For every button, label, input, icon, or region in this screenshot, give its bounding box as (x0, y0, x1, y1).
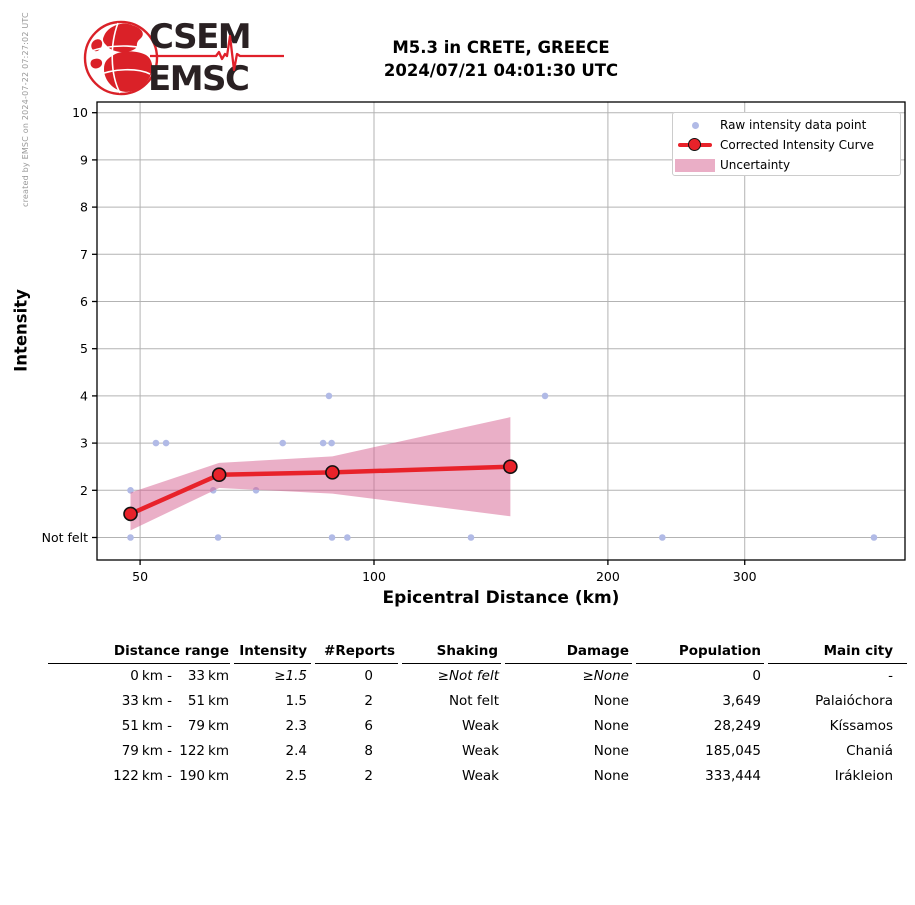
table-row-cell-reports: 0 (364, 668, 373, 684)
table-row-cell-population: 0 (752, 668, 761, 684)
table-row-cell-damage: ≥None (582, 668, 629, 684)
col-header-distance-range: Distance range (113, 643, 229, 659)
raw-point-icon (675, 121, 715, 129)
table-row-cell-intensity: 1.5 (285, 693, 307, 709)
raw-intensity-point (152, 439, 160, 447)
raw-intensity-point (214, 534, 222, 541)
raw-intensity-point (319, 439, 327, 447)
table-row-cell-city: Kíssamos (829, 718, 893, 734)
logo-text-csem: CSEM (149, 17, 250, 57)
table-row-cell-intensity: 2.4 (285, 743, 307, 759)
legend-item-uncertainty: Uncertainty (673, 155, 900, 175)
table-row-cell-intensity: 2.5 (285, 768, 307, 784)
globe-icon (83, 20, 159, 96)
raw-intensity-point (162, 439, 170, 447)
curve-marker (211, 467, 227, 483)
x-tick-label: 100 (362, 569, 386, 584)
raw-intensity-point (344, 534, 351, 541)
legend-item-curve: Corrected Intensity Curve (673, 135, 900, 155)
raw-intensity-point (325, 392, 333, 400)
y-tick-label: 6 (80, 294, 88, 309)
x-tick-label: 50 (132, 569, 148, 584)
raw-intensity-point (870, 534, 878, 541)
table-row-cell-city: Irákleion (834, 768, 893, 784)
y-tick-label: 8 (80, 200, 88, 215)
y-tick-label: 2 (80, 483, 88, 498)
raw-intensity-point (328, 534, 336, 541)
seismogram-trace-icon (150, 34, 284, 72)
table-row-cell-shaking: Weak (462, 718, 499, 734)
legend-item-raw: Raw intensity data point (673, 115, 900, 135)
table-row-cell-range: 33 km -51 km (121, 693, 229, 709)
raw-intensity-point (279, 439, 287, 447)
plot-border (96, 101, 906, 561)
page-title: M5.3 in CRETE, GREECE 2024/07/21 04:01:3… (301, 36, 701, 82)
table-row-cell-reports: 2 (364, 693, 373, 709)
raw-intensity-point (127, 534, 134, 541)
x-tick-label: 300 (733, 569, 757, 584)
table-row-cell-damage: None (593, 718, 629, 734)
curve-line-icon (675, 138, 715, 151)
y-tick-label: 3 (80, 436, 88, 451)
table-row-cell-reports: 2 (364, 768, 373, 784)
table-row-cell-reports: 6 (364, 718, 373, 734)
raw-intensity-point (467, 534, 475, 541)
table-row-cell-shaking: Not felt (448, 693, 499, 709)
table-row-cell-range: 0 km -33 km (130, 668, 229, 684)
raw-intensity-point (127, 487, 134, 494)
y-tick-label: Not felt (42, 530, 88, 545)
table-row-cell-shaking: Weak (462, 768, 499, 784)
table-row-cell-reports: 8 (364, 743, 373, 759)
y-tick-label: 9 (80, 152, 88, 167)
raw-intensity-point (541, 392, 549, 400)
x-axis-label: Epicentral Distance (km) (382, 588, 620, 608)
table-row-cell-city: Chaniá (846, 743, 893, 759)
col-header-damage: Damage (566, 643, 629, 659)
table-row-cell-shaking: Weak (462, 743, 499, 759)
table-row-cell-shaking: ≥Not felt (437, 668, 499, 684)
table-row-cell-range: 122 km -190 km (113, 768, 229, 784)
chart-legend: Raw intensity data point Corrected Inten… (672, 112, 901, 176)
table-row-cell-population: 3,649 (722, 693, 761, 709)
title-line1: M5.3 in CRETE, GREECE (392, 38, 610, 57)
table-row-cell-damage: None (593, 743, 629, 759)
table-row-cell-damage: None (593, 768, 629, 784)
curve-marker (503, 459, 518, 475)
table-row-cell-city: Palaióchora (815, 693, 893, 709)
col-header-shaking: Shaking (436, 643, 498, 659)
table-row-cell-intensity: 2.3 (285, 718, 307, 734)
title-line2: 2024/07/21 04:01:30 UTC (383, 61, 619, 80)
x-tick-label: 200 (596, 569, 620, 584)
table-row-cell-population: 28,249 (713, 718, 761, 734)
table-row-cell-population: 333,444 (705, 768, 761, 784)
y-axis-label: Intensity (11, 289, 31, 372)
y-tick-label: 10 (72, 105, 88, 120)
curve-marker (325, 465, 340, 480)
col-header-population: Population (678, 643, 761, 659)
col-header-reports: #Reports (324, 643, 395, 659)
corrected-intensity-curve (128, 464, 513, 517)
table-row-cell-city: - (888, 668, 893, 684)
table-row-cell-damage: None (593, 693, 629, 709)
table-row-cell-population: 185,045 (705, 743, 761, 759)
table-row-cell-intensity: ≥1.5 (274, 668, 307, 684)
raw-intensity-point (328, 439, 335, 447)
y-tick-label: 7 (80, 247, 88, 262)
uncertainty-band-icon (675, 158, 715, 172)
table-row-cell-range: 79 km -122 km (121, 743, 229, 759)
y-tick-label: 5 (80, 341, 88, 356)
col-header-main-city: Main city (823, 643, 893, 659)
col-header-intensity: Intensity (239, 643, 307, 659)
raw-intensity-point (659, 534, 666, 541)
intensity-distance-chart: 50 100 200 300 Not felt 2 3 4 5 6 7 8 9 10 (42, 101, 906, 584)
curve-marker (123, 506, 138, 522)
emsc-logo: CSEM EMSC (83, 17, 284, 99)
y-tick-label: 4 (80, 388, 88, 403)
table-row-cell-range: 51 km -79 km (121, 718, 229, 734)
